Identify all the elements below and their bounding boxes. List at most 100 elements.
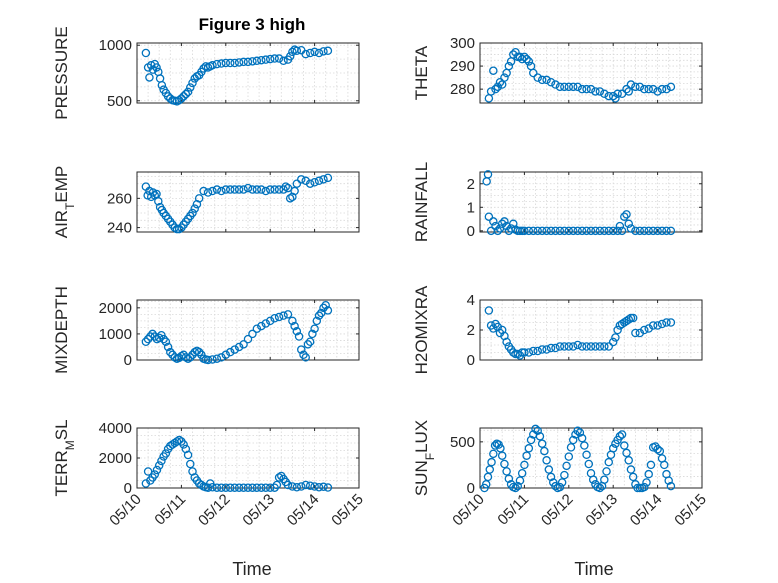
figure-title: Figure 3 high xyxy=(199,15,306,34)
data-point xyxy=(323,483,333,492)
data-point xyxy=(595,483,605,493)
data-point xyxy=(524,57,534,66)
axes-box xyxy=(136,42,360,104)
data-point xyxy=(212,59,222,69)
data-point xyxy=(305,481,315,490)
data-point xyxy=(611,333,620,342)
axes-box xyxy=(136,299,360,361)
data-point xyxy=(221,350,231,360)
data-point xyxy=(568,226,578,236)
x-tick-label: 05/15 xyxy=(671,491,710,530)
data-point xyxy=(577,226,587,236)
data-point xyxy=(595,87,605,96)
data-point xyxy=(615,221,625,231)
data-point xyxy=(199,186,208,196)
data-point xyxy=(666,226,676,236)
subplot-mixdepth: 0 1000 2000 MIXDEPTH xyxy=(52,286,360,374)
data-point xyxy=(163,342,173,352)
data-point xyxy=(582,450,591,460)
data-point xyxy=(577,84,587,94)
data-point xyxy=(602,467,611,476)
data-point xyxy=(301,480,310,490)
data-point xyxy=(604,226,614,236)
y-tick-label: 4000 xyxy=(99,420,132,437)
data-point xyxy=(297,345,306,354)
data-point xyxy=(221,58,231,68)
data-point xyxy=(252,483,262,492)
data-point xyxy=(644,84,653,94)
data-point xyxy=(653,444,662,454)
data-point xyxy=(179,440,188,449)
data-point xyxy=(628,472,638,482)
data-point xyxy=(557,478,567,487)
data-point xyxy=(520,52,529,62)
data-point xyxy=(582,342,591,351)
data-point xyxy=(600,226,609,236)
data-point xyxy=(203,188,213,197)
y-axis-label: RAINFALL xyxy=(412,162,431,242)
y-axis-label: MIXDEPTH xyxy=(52,286,71,374)
y-tick-label: 0 xyxy=(124,352,132,369)
data-point xyxy=(522,54,531,64)
subplot-pressure: 500 1000 PRESSURE xyxy=(52,26,360,120)
data-point xyxy=(533,226,542,236)
data-point xyxy=(504,61,514,71)
data-point xyxy=(484,306,494,315)
data-point xyxy=(183,87,193,97)
data-point xyxy=(640,482,649,492)
data-point xyxy=(500,217,509,226)
data-point xyxy=(166,347,175,357)
y-tick-label: 0 xyxy=(467,352,475,369)
data-point xyxy=(183,450,193,460)
axes-box xyxy=(479,42,703,104)
data-point xyxy=(631,328,640,338)
data-point xyxy=(520,348,529,357)
data-point xyxy=(586,342,596,351)
y-tick-label: 500 xyxy=(450,434,475,451)
data-point xyxy=(608,226,618,236)
data-point xyxy=(181,89,191,99)
data-point xyxy=(537,226,547,236)
data-point xyxy=(564,452,574,461)
data-point xyxy=(314,482,324,492)
data-point xyxy=(560,342,569,351)
data-point xyxy=(243,334,253,344)
data-point xyxy=(577,342,587,351)
data-point xyxy=(319,47,328,56)
y-tick-label: 240 xyxy=(107,220,132,237)
data-point xyxy=(203,483,213,492)
data-point xyxy=(531,424,540,434)
data-point xyxy=(588,475,598,484)
data-point xyxy=(546,226,556,236)
y-tick-label: 1000 xyxy=(99,326,132,343)
y-axis-label: THETA xyxy=(412,45,431,100)
data-point xyxy=(529,68,538,78)
data-point xyxy=(230,345,239,354)
data-point xyxy=(631,226,640,236)
data-point xyxy=(174,224,184,234)
data-point xyxy=(294,332,304,341)
data-point xyxy=(217,186,226,196)
data-point xyxy=(540,446,549,456)
data-point xyxy=(573,82,582,92)
data-point xyxy=(161,337,171,346)
data-point xyxy=(483,170,493,179)
data-point xyxy=(582,226,591,236)
data-point xyxy=(292,482,302,492)
data-point xyxy=(285,52,295,61)
y-tick-label: 2000 xyxy=(99,450,132,467)
data-point xyxy=(524,226,534,236)
data-point xyxy=(261,186,271,196)
data-point xyxy=(497,451,507,460)
data-point xyxy=(248,185,257,194)
data-point xyxy=(301,353,310,362)
data-point xyxy=(252,185,262,194)
data-point xyxy=(288,482,297,491)
data-point xyxy=(551,343,560,353)
data-point xyxy=(560,470,569,480)
data-point xyxy=(303,340,313,349)
data-point xyxy=(487,457,496,467)
data-point xyxy=(586,84,596,94)
data-point xyxy=(573,426,582,436)
